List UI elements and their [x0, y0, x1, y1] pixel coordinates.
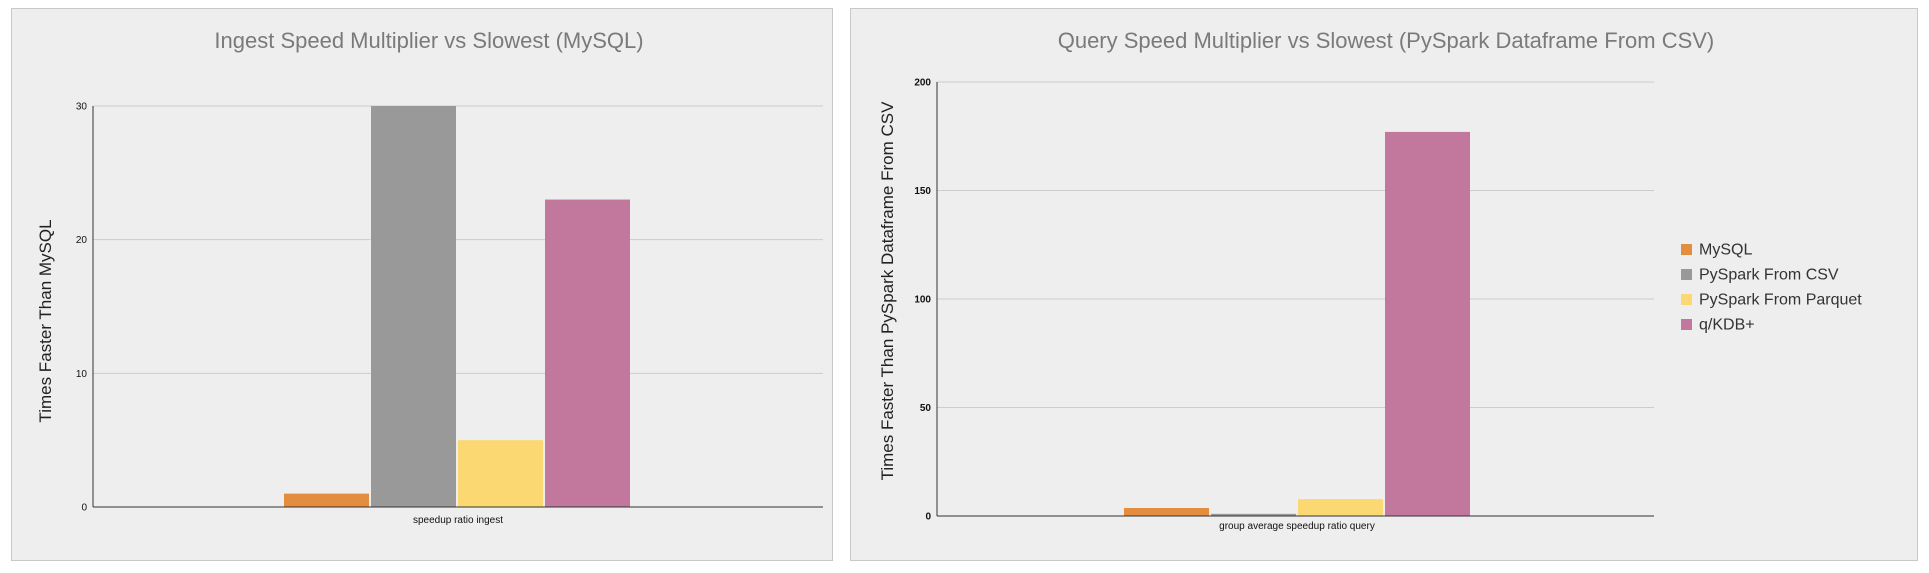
- ingest-bar-mysql: [284, 493, 369, 507]
- query-y-axis-label: Times Faster Than PySpark Dataframe From…: [878, 101, 897, 480]
- ingest-bars: [284, 106, 630, 508]
- legend-item-q-kdb: q/KDB+: [1681, 317, 1755, 334]
- query-chart-legend: MySQL PySpark From CSV PySpark From Parque…: [1681, 242, 1862, 334]
- query-y-tick-label: 100: [914, 295, 931, 306]
- ingest-bar-pyspark-from-csv: [371, 106, 456, 507]
- legend-swatch-pyspark-from-csv: [1681, 269, 1692, 280]
- legend-item-pyspark-from-parquet: PySpark From Parquet: [1681, 292, 1862, 309]
- ingest-y-axis-label: Times Faster Than MySQL: [36, 219, 55, 422]
- query-bar-pyspark-from-parquet: [1298, 499, 1383, 516]
- query-chart-title: Query Speed Multiplier vs Slowest (PySpa…: [1058, 28, 1715, 53]
- legend-swatch-mysql: [1681, 244, 1692, 255]
- ingest-y-tick-label: 0: [81, 503, 87, 514]
- ingest-x-category-label: speedup ratio ingest: [413, 515, 503, 526]
- ingest-y-tick-label: 30: [76, 102, 88, 113]
- query-chart-svg: Query Speed Multiplier vs Slowest (PySpa…: [878, 28, 1862, 532]
- query-bars: [1124, 131, 1470, 516]
- ingest-y-tick-label: 10: [76, 369, 88, 380]
- query-y-tick-label: 50: [920, 403, 932, 414]
- legend-label-q-kdb: q/KDB+: [1699, 317, 1755, 334]
- query-bar-mysql: [1124, 507, 1209, 516]
- query-bar-pyspark-from-csv: [1211, 513, 1296, 516]
- query-y-tick-label: 200: [914, 78, 931, 89]
- ingest-gridlines: [93, 105, 823, 374]
- ingest-y-tick-label: 20: [76, 235, 88, 246]
- legend-label-pyspark-from-parquet: PySpark From Parquet: [1699, 292, 1862, 309]
- legend-item-pyspark-from-csv: PySpark From CSV: [1681, 267, 1839, 284]
- query-bar-q-kdb: [1385, 131, 1470, 516]
- query-gridlines: [937, 81, 1654, 408]
- legend-label-mysql: MySQL: [1699, 242, 1752, 259]
- ingest-chart-title: Ingest Speed Multiplier vs Slowest (MySQ…: [214, 28, 643, 53]
- query-y-tick-label: 150: [914, 186, 931, 197]
- legend-swatch-q-kdb: [1681, 319, 1692, 330]
- legend-label-pyspark-from-csv: PySpark From CSV: [1699, 267, 1839, 284]
- legend-swatch-pyspark-from-parquet: [1681, 294, 1692, 305]
- ingest-bar-pyspark-from-parquet: [458, 440, 543, 507]
- query-x-category-label: group average speedup ratio query: [1219, 521, 1375, 532]
- query-y-tick-label: 0: [925, 512, 931, 523]
- ingest-bar-q-kdb: [545, 199, 630, 508]
- ingest-chart-svg: Ingest Speed Multiplier vs Slowest (MySQ…: [36, 28, 823, 526]
- ingest-chart-panel: Ingest Speed Multiplier vs Slowest (MySQ…: [11, 8, 833, 561]
- query-chart-panel: Query Speed Multiplier vs Slowest (PySpa…: [850, 8, 1918, 561]
- legend-item-mysql: MySQL: [1681, 242, 1752, 259]
